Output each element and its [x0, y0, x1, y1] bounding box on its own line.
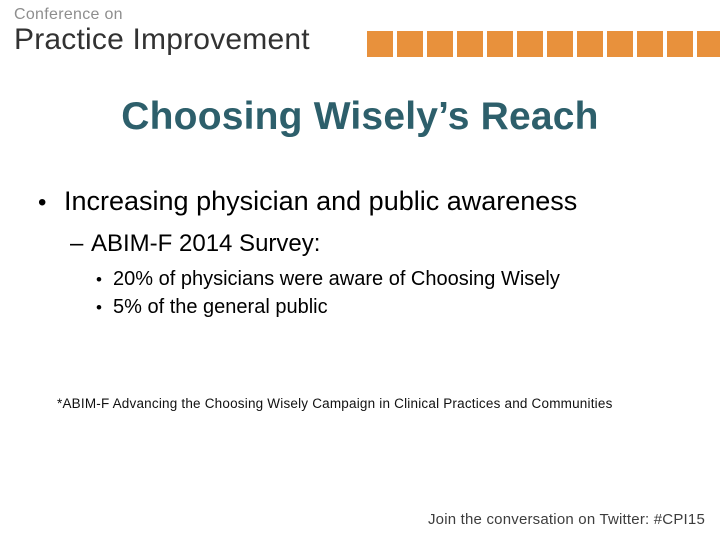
sub-bullet-survey: – ABIM-F 2014 Survey:	[70, 230, 320, 257]
logo-square	[397, 31, 423, 57]
footnote: *ABIM-F Advancing the Choosing Wisely Ca…	[57, 396, 613, 411]
logo-square	[607, 31, 633, 57]
conference-logo: Conference on Practice Improvement	[14, 5, 310, 56]
logo-square	[457, 31, 483, 57]
dash-icon: –	[70, 230, 84, 257]
logo-squares-decoration	[367, 31, 720, 57]
logo-square	[487, 31, 513, 57]
slide-title: Choosing Wisely’s Reach	[121, 95, 599, 138]
logo-square	[367, 31, 393, 57]
logo-square	[697, 31, 720, 57]
logo-square	[517, 31, 543, 57]
detail-bullet-public-text: 5% of the general public	[113, 296, 328, 318]
bullet-icon: •	[96, 270, 102, 289]
bullet-icon: •	[96, 298, 102, 317]
detail-bullet-physicians-text: 20% of physicians were aware of Choosing…	[113, 268, 560, 290]
bullet-awareness: • Increasing physician and public awaren…	[38, 186, 577, 218]
bullet-awareness-text: Increasing physician and public awarenes…	[64, 186, 578, 216]
detail-bullet-public: • 5% of the general public	[96, 296, 328, 319]
logo-line2: Practice Improvement	[14, 23, 310, 56]
logo-square	[427, 31, 453, 57]
logo-square	[547, 31, 573, 57]
logo-line1: Conference on	[14, 6, 123, 23]
logo-square	[637, 31, 663, 57]
sub-bullet-survey-text: ABIM-F 2014 Survey:	[91, 230, 321, 257]
logo-square	[577, 31, 603, 57]
logo-square	[667, 31, 693, 57]
detail-bullet-physicians: • 20% of physicians were aware of Choosi…	[96, 268, 560, 291]
twitter-footer: Join the conversation on Twitter: #CPI15	[427, 511, 705, 528]
bullet-icon: •	[38, 189, 47, 216]
